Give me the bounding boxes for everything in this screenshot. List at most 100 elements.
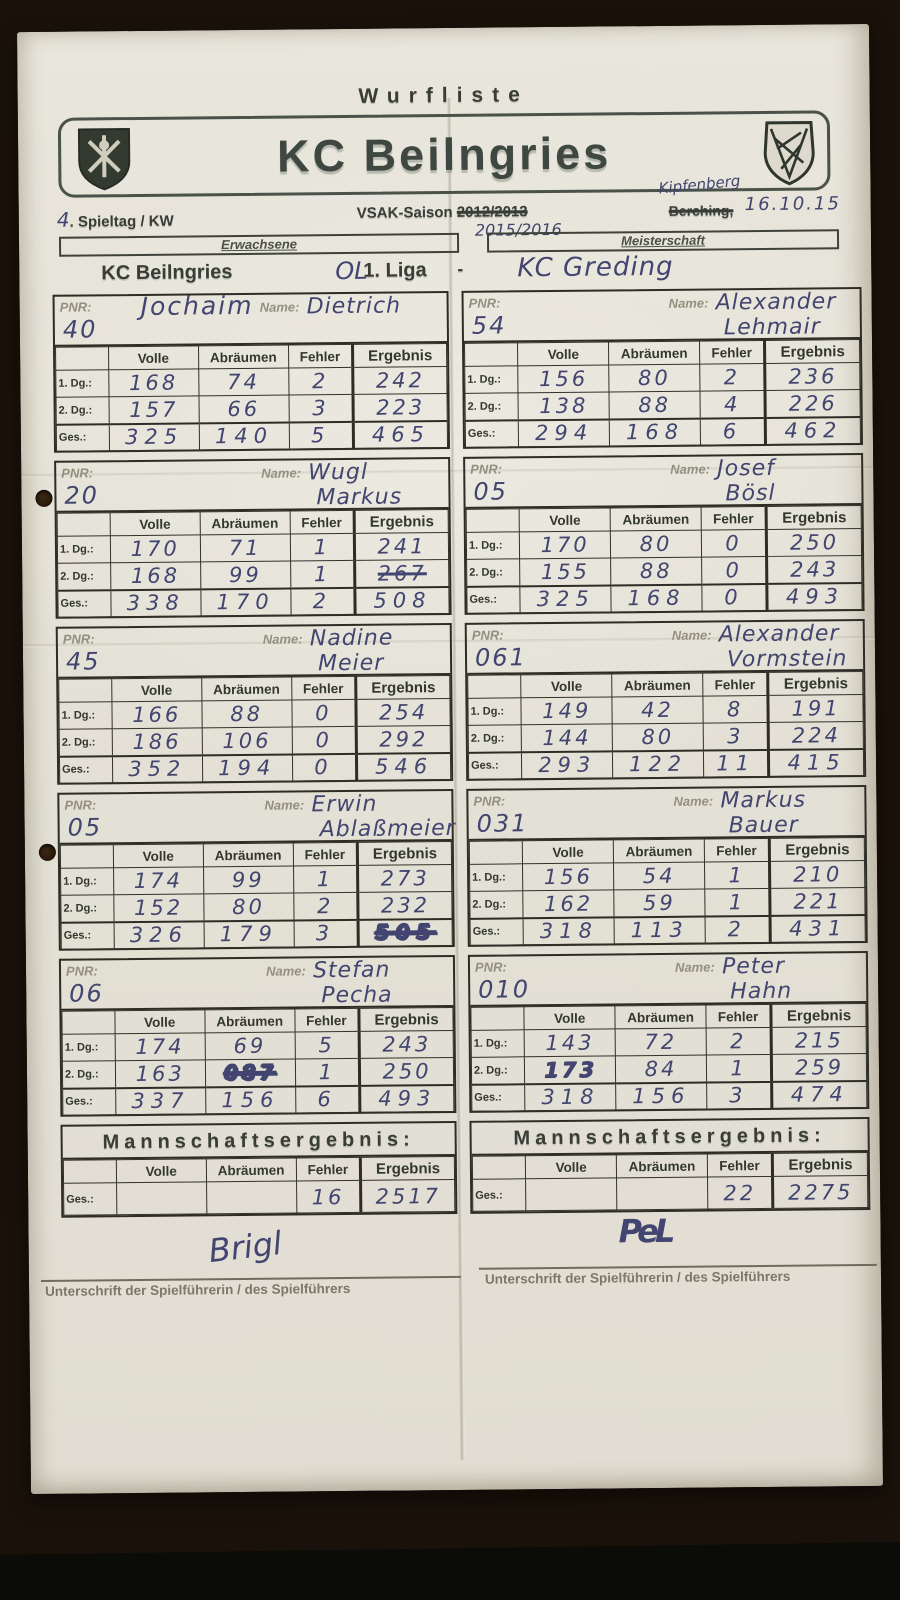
column-header-volle: Volle [519, 507, 611, 532]
column-header-ergebnis: Ergebnis [360, 1156, 455, 1181]
score-cell-ergebnis: 224 [768, 721, 864, 750]
team-total-abraeumen [206, 1180, 297, 1214]
score-cell-ergebnis: 236 [764, 362, 860, 391]
row-label-ges: Ges.: [57, 589, 111, 618]
score-cell-abraeumen: 140 [198, 422, 290, 450]
pnr-label: PNR: [61, 465, 94, 481]
player-name-line2-handwritten: Lehmair [723, 314, 821, 341]
team-total-ergebnis: 2517 [360, 1179, 455, 1213]
pnr-value-handwritten: 40 [62, 315, 98, 344]
score-cell-abraeumen: 80 [612, 723, 704, 751]
score-cell-abraeumen: 80 [203, 893, 294, 921]
player-name-line2-handwritten: Pecha [321, 982, 393, 1009]
score-cell-volle: 168 [110, 561, 201, 590]
player-score-block: PNR: 05 Name: Josef Bösl Volle Abräumen … [463, 453, 865, 615]
score-cell-fehler: 2 [699, 363, 766, 392]
player-name-line1-handwritten: Peter [721, 953, 786, 980]
score-cell-abraeumen: 74 [198, 368, 289, 396]
score-cell-ergebnis: 415 [768, 748, 864, 777]
score-cell-fehler: 1 [704, 888, 771, 917]
player-score-block: PNR: 05 Name: Erwin Ablaßmeier Volle Abr… [57, 788, 456, 951]
club-crest-left-icon [75, 125, 134, 197]
corner-cell [472, 1155, 526, 1180]
score-cell-volle: 162 [523, 889, 615, 918]
column-header-abraeumen: Abräumen [204, 1009, 295, 1033]
score-cell-abraeumen: 087 [205, 1059, 296, 1087]
score-cell-abraeumen: 156 [205, 1086, 296, 1114]
score-cell-ergebnis: 254 [356, 698, 451, 727]
row-label-ges: Ges.: [56, 423, 110, 452]
row-label-dg2: 2. Dg.: [468, 724, 522, 753]
team-total-abraeumen [616, 1177, 708, 1210]
score-cell-ergebnis: 232 [357, 891, 453, 920]
score-cell-abraeumen: 168 [609, 418, 701, 446]
club-crest-right-icon [761, 118, 818, 192]
column-header-volle: Volle [108, 345, 199, 370]
column-header-ergebnis: Ergebnis [354, 509, 449, 534]
score-cell-volle: 143 [524, 1028, 616, 1057]
column-header-abraeumen: Abräumen [611, 673, 703, 697]
player-header: PNR: 05 Name: Josef Bösl [465, 455, 862, 509]
column-header-abraeumen: Abräumen [203, 843, 294, 867]
player-name-line1-handwritten: Nadine [309, 625, 394, 652]
score-cell-ergebnis: 546 [356, 752, 451, 781]
score-cell-fehler: 0 [701, 529, 767, 558]
player-header: PNR: 05 Name: Erwin Ablaßmeier [59, 790, 456, 845]
column-header-fehler: Fehler [295, 1157, 361, 1181]
score-cell-ergebnis: 493 [767, 582, 863, 611]
team-result-title: Mannschaftsergebnis: [62, 1122, 455, 1160]
pnr-value-handwritten: 20 [64, 481, 100, 510]
score-cell-volle: 186 [111, 727, 203, 756]
player-header: PNR: 45 Name: Nadine Meier [57, 624, 451, 679]
score-cell-volle: 318 [524, 1082, 617, 1111]
name-label: Name: [668, 295, 709, 311]
score-cell-fehler: 8 [702, 695, 769, 724]
row-label-dg2: 2. Dg.: [57, 562, 111, 591]
column-header-fehler: Fehler [288, 344, 353, 369]
score-sheet-paper: Wurfliste KC Beilngries 4. Spieltag / KW… [17, 23, 883, 1495]
home-team-name: KC Beilngries [101, 261, 233, 285]
player-score-block: PNR: 45 Name: Nadine Meier Volle Abräume… [55, 622, 454, 785]
matchday-label: . Spieltag / KW [69, 212, 174, 231]
column-header-fehler: Fehler [699, 340, 765, 365]
name-label: Name: [670, 461, 711, 477]
row-label-dg1: 1. Dg.: [464, 365, 519, 394]
pnr-value-handwritten: 010 [478, 975, 531, 1004]
location-printed: Berching, [668, 202, 734, 219]
team-total-volle [525, 1177, 617, 1211]
corner-cell [63, 1159, 117, 1184]
score-cell-abraeumen: 113 [614, 916, 706, 944]
score-cell-ergebnis: 226 [765, 389, 861, 418]
matchday-field: 4. Spieltag / KW [57, 207, 174, 232]
pnr-label: PNR: [62, 631, 95, 647]
player-header: PNR: 06 Name: Stefan Pecha [60, 956, 454, 1011]
column-header-volle: Volle [521, 673, 613, 698]
corner-cell [470, 1006, 525, 1031]
player-score-table: Volle Abräumen Fehler Ergebnis 1. Dg.: 1… [57, 509, 450, 618]
score-cell-abraeumen: 88 [201, 700, 292, 728]
row-label-ges: Ges.: [63, 1182, 117, 1216]
score-cell-volle: 155 [519, 557, 611, 586]
score-cell-volle: 318 [523, 916, 615, 945]
corner-cell [469, 840, 523, 865]
tab-meisterschaft: Meisterschaft [486, 229, 840, 253]
score-cell-volle: 174 [114, 1032, 206, 1061]
column-header-ergebnis: Ergebnis [352, 343, 447, 368]
player-name-line1-handwritten: Wugl [308, 459, 369, 486]
row-label-ges: Ges.: [466, 585, 521, 614]
column-header-volle: Volle [109, 511, 201, 536]
score-cell-ergebnis: 243 [359, 1030, 454, 1059]
club-banner: KC Beilngries [57, 110, 831, 198]
pnr-value-handwritten: 061 [474, 643, 527, 672]
score-cell-abraeumen: 99 [200, 561, 291, 589]
score-cell-volle: 294 [518, 418, 610, 447]
player-name-line1-handwritten: Markus [720, 787, 807, 814]
score-cell-abraeumen: 99 [203, 866, 294, 894]
away-team-player-column: PNR: 54 Name: Alexander Lehmair Volle Ab… [461, 287, 870, 1121]
player-name-line2-handwritten: Hahn [730, 978, 793, 1005]
signature-caption: Unterschrift der Spielführerin / des Spi… [484, 1268, 791, 1287]
score-cell-volle: 326 [113, 920, 205, 949]
team-result-title: Mannschaftsergebnis: [471, 1119, 868, 1156]
name-label: Name: [671, 627, 712, 643]
player-firstname-handwritten: Jochaim [140, 290, 254, 321]
